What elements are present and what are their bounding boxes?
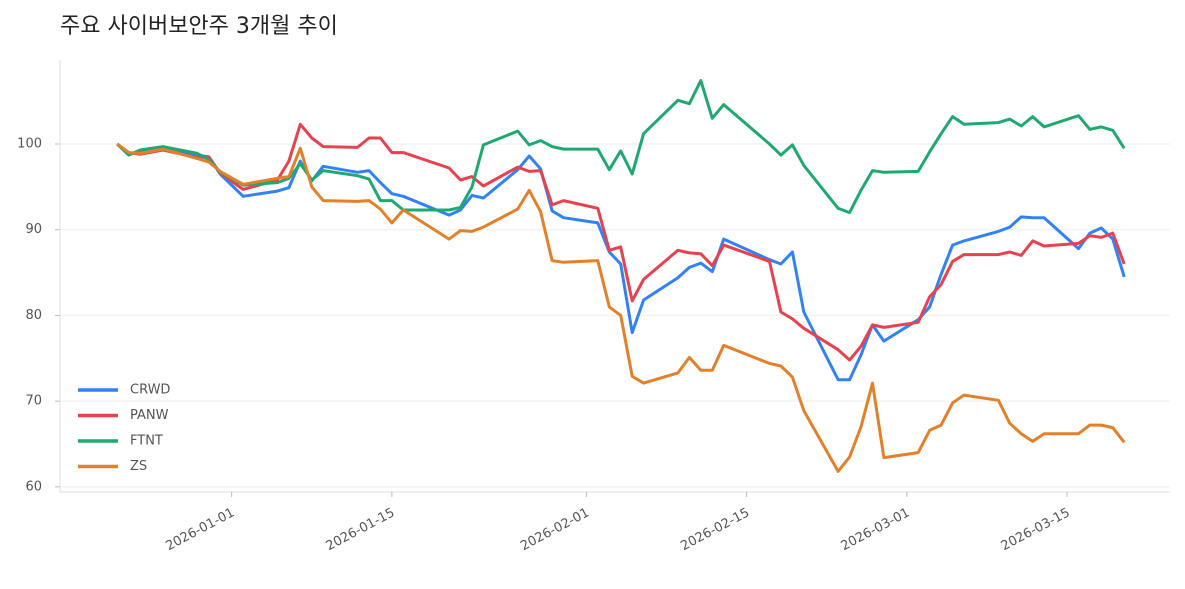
legend-label: FTNT [130,434,163,449]
y-tick-label: 70 [25,394,42,409]
x-tick-label: 2026-03-15 [999,505,1073,554]
line-series [116,142,1126,382]
line-series [116,79,1126,215]
y-tick-label: 80 [25,308,42,323]
legend-label: PANW [130,408,169,423]
chart-title: 주요 사이버보안주 3개월 추이 [60,14,338,39]
x-tick-label: 2026-01-15 [324,505,398,554]
x-tick-label: 2026-01-01 [163,505,237,554]
legend-label: ZS [130,459,147,474]
y-tick-label: 60 [25,479,42,494]
line-series [116,122,1126,362]
x-tick-label: 2026-02-01 [518,505,592,554]
line-series [116,142,1126,473]
x-tick-label: 2026-02-15 [678,505,752,554]
y-tick-label: 100 [17,137,42,152]
x-tick-label: 2026-03-01 [839,505,913,554]
legend-label: CRWD [130,383,170,398]
y-tick-label: 90 [25,222,42,237]
